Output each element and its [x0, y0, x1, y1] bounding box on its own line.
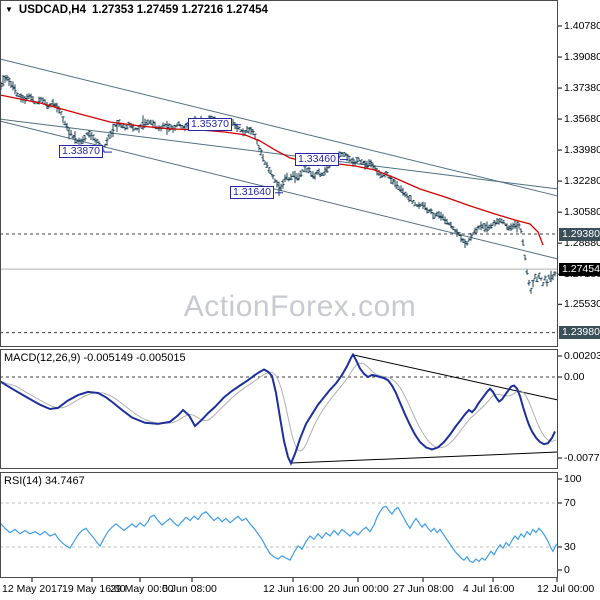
symbol-dropdown-icon[interactable]: ▼ [5, 5, 13, 14]
price-callout-label: 1.31640 [230, 185, 274, 199]
time-axis-label: 27 Jun 08:00 [393, 583, 454, 595]
time-axis-label: 20 Jun 00:00 [328, 583, 389, 595]
time-axis-label: 12 Jun 16:00 [263, 583, 324, 595]
rsi-axis-label: 100 [564, 473, 582, 485]
macd-indicator-label: MACD(12,26,9) -0.005149 -0.005015 [4, 352, 186, 364]
rsi-axis-label: 70 [564, 497, 576, 509]
price-axis-label: 1.30580 [564, 206, 600, 219]
rsi-axis-label: 0 [564, 564, 570, 576]
price-axis-label: 1.39080 [564, 51, 600, 64]
price-callout-label: 1.35370 [188, 117, 232, 131]
price-callout-label: 1.33460 [295, 152, 339, 166]
price-axis-label: 1.35680 [564, 113, 600, 126]
time-axis-label: 19 May 16:00 [62, 583, 126, 595]
chart-title-bar: ▼ USDCAD,H4 1.27353 1.27459 1.27216 1.27… [5, 4, 268, 16]
channel-trendline-0 [0, 58, 559, 197]
price-axis-label: 1.25530 [564, 298, 600, 311]
rsi-line [0, 505, 558, 564]
macd-axis-label: 0.00 [564, 371, 585, 383]
price-level-badge: 1.29380 [559, 227, 600, 241]
time-axis-label: 12 May 2017 [2, 583, 63, 595]
time-axis-label: 4 Jul 16:00 [463, 583, 515, 595]
rsi-indicator-label: RSI(14) 34.7467 [4, 475, 85, 487]
macd-trendline-1 [290, 451, 559, 464]
macd-main-line [0, 352, 556, 466]
rsi-axis-label: 30 [564, 541, 576, 553]
price-level-badge: 1.23980 [559, 326, 600, 340]
price-callout-label: 1.33870 [59, 145, 103, 159]
time-axis-label: 12 Jul 00:00 [537, 583, 595, 595]
macd-axis-label: 0.00203 [564, 350, 600, 362]
price-axis-label: 1.40780 [564, 20, 600, 32]
actionforex-watermark: ActionForex.com [183, 290, 417, 323]
panel-border-0 [0, 0, 558, 347]
time-axis-label: 5 Jun 08:00 [162, 583, 217, 595]
price-axis-label: 1.33980 [564, 144, 600, 157]
panel-border-2 [0, 472, 558, 578]
time-axis-label: 29 May 00:00 [110, 583, 174, 595]
channel-trendline-1 [0, 118, 559, 190]
price-axis-label: 1.32280 [564, 175, 600, 188]
panel-border-1 [0, 349, 558, 469]
symbol-period-label: USDCAD,H4 [18, 4, 87, 16]
price-axis-label: 1.37380 [564, 82, 600, 95]
ohlc-values: 1.27353 1.27459 1.27216 1.27454 [92, 4, 268, 16]
macd-axis-label: -0.00772 [564, 452, 600, 464]
price-bars-series [0, 74, 557, 294]
price-level-badge: 1.27454 [559, 262, 600, 276]
